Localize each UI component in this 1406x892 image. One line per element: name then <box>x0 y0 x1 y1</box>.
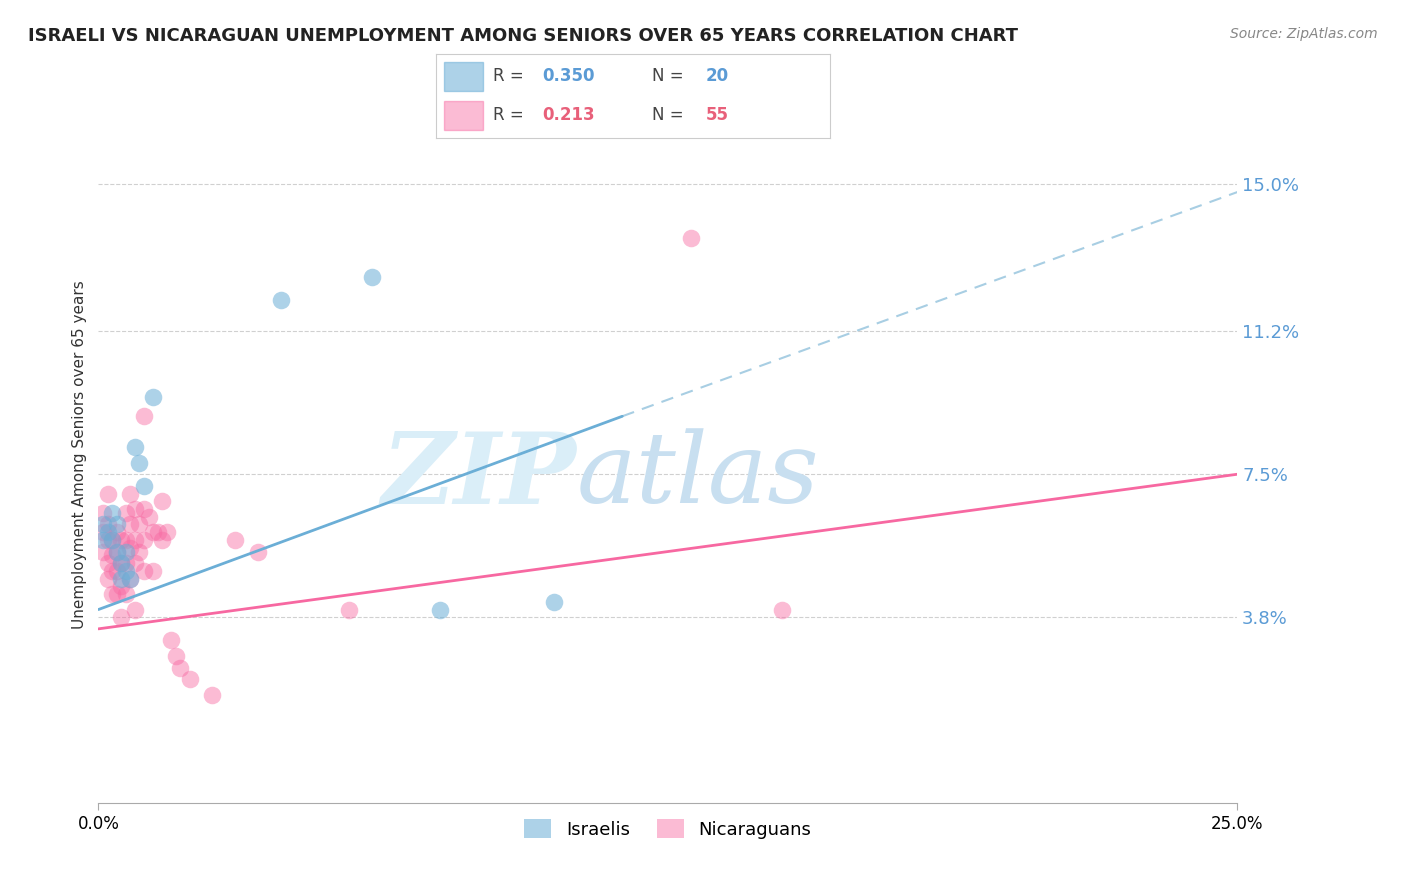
Point <box>142 525 165 540</box>
Bar <box>444 62 484 91</box>
Point <box>105 544 128 558</box>
Point <box>124 440 146 454</box>
Point <box>114 564 136 578</box>
Point <box>132 533 155 547</box>
Text: R =: R = <box>494 68 529 86</box>
Point <box>91 525 114 540</box>
Point <box>124 556 146 570</box>
Point <box>110 572 132 586</box>
Point <box>150 494 173 508</box>
Point <box>91 544 114 558</box>
Point <box>160 633 183 648</box>
Text: Source: ZipAtlas.com: Source: ZipAtlas.com <box>1230 27 1378 41</box>
Point <box>114 506 136 520</box>
Point <box>101 549 124 563</box>
Point <box>128 517 150 532</box>
Point <box>114 533 136 547</box>
Point <box>101 506 124 520</box>
Text: R =: R = <box>494 106 529 124</box>
Point <box>156 525 179 540</box>
Point <box>91 533 114 547</box>
Text: ISRAELI VS NICARAGUAN UNEMPLOYMENT AMONG SENIORS OVER 65 YEARS CORRELATION CHART: ISRAELI VS NICARAGUAN UNEMPLOYMENT AMONG… <box>28 27 1018 45</box>
Point <box>138 509 160 524</box>
Text: N =: N = <box>652 68 689 86</box>
Point <box>360 270 382 285</box>
Text: N =: N = <box>652 106 689 124</box>
Point <box>110 579 132 593</box>
Point <box>110 533 132 547</box>
Point <box>110 556 132 570</box>
Point <box>246 544 269 558</box>
Point <box>91 506 114 520</box>
Point <box>96 525 118 540</box>
Point <box>114 556 136 570</box>
Point <box>120 541 142 555</box>
Point <box>105 517 128 532</box>
Point <box>120 486 142 500</box>
Point <box>337 602 360 616</box>
Text: 20: 20 <box>706 68 728 86</box>
Point <box>270 293 292 308</box>
Point <box>201 688 224 702</box>
Point <box>146 525 169 540</box>
Point <box>96 517 118 532</box>
Point <box>128 456 150 470</box>
Point <box>96 486 118 500</box>
Point <box>101 587 124 601</box>
Point <box>124 602 146 616</box>
Point <box>150 533 173 547</box>
Point <box>142 390 165 404</box>
Point <box>114 544 136 558</box>
Point <box>120 572 142 586</box>
Point <box>132 564 155 578</box>
Point <box>169 660 191 674</box>
Point <box>679 231 702 245</box>
Point <box>114 587 136 601</box>
Point <box>124 502 146 516</box>
Point <box>124 533 146 547</box>
Point <box>105 525 128 540</box>
Point <box>179 672 201 686</box>
Legend: Israelis, Nicaraguans: Israelis, Nicaraguans <box>517 812 818 846</box>
Point <box>120 517 142 532</box>
Point <box>165 648 187 663</box>
Text: ZIP: ZIP <box>382 427 576 524</box>
Point <box>224 533 246 547</box>
Bar <box>444 101 484 130</box>
Point <box>105 564 128 578</box>
Point <box>96 533 118 547</box>
Point <box>105 587 128 601</box>
Point <box>132 502 155 516</box>
Point <box>101 533 124 547</box>
Point <box>105 544 128 558</box>
Text: 55: 55 <box>706 106 728 124</box>
Point <box>110 556 132 570</box>
Point <box>101 564 124 578</box>
Point <box>543 595 565 609</box>
Point <box>132 409 155 424</box>
Text: 0.213: 0.213 <box>543 106 595 124</box>
Point <box>120 572 142 586</box>
Point <box>429 602 451 616</box>
Point <box>128 544 150 558</box>
Point <box>96 556 118 570</box>
Point <box>101 533 124 547</box>
Y-axis label: Unemployment Among Seniors over 65 years: Unemployment Among Seniors over 65 years <box>72 281 87 629</box>
Text: atlas: atlas <box>576 428 820 524</box>
Point <box>132 479 155 493</box>
Point <box>770 602 793 616</box>
Point <box>91 517 114 532</box>
Point <box>142 564 165 578</box>
Point <box>110 610 132 624</box>
Text: 0.350: 0.350 <box>543 68 595 86</box>
Point <box>96 572 118 586</box>
